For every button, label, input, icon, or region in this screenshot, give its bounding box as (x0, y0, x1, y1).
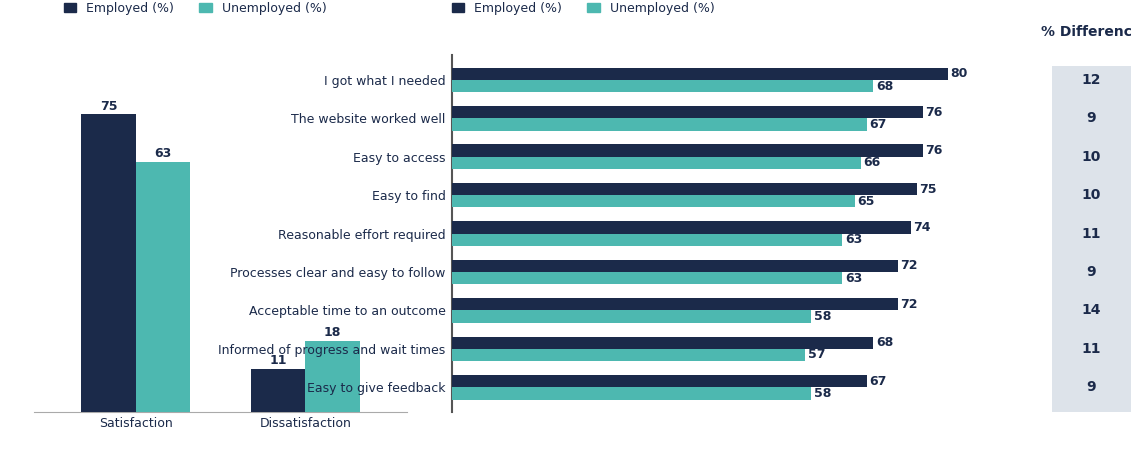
Text: 57: 57 (808, 349, 826, 361)
Legend: Employed (%), Unemployed (%): Employed (%), Unemployed (%) (447, 0, 719, 20)
Bar (251, 369, 305, 412)
Text: 63: 63 (845, 272, 862, 284)
Bar (452, 157, 861, 169)
Text: 9: 9 (1087, 265, 1096, 279)
Text: 68: 68 (875, 336, 893, 349)
Text: 63: 63 (845, 233, 862, 246)
Bar (305, 341, 360, 412)
Text: % Difference: % Difference (1042, 25, 1131, 39)
Text: 9: 9 (1087, 111, 1096, 125)
Text: 12: 12 (1081, 73, 1102, 87)
Text: 9: 9 (1087, 380, 1096, 394)
Text: 58: 58 (814, 310, 831, 323)
Bar (452, 260, 898, 272)
Text: 66: 66 (863, 156, 881, 169)
Bar (452, 144, 923, 157)
Text: 63: 63 (154, 147, 172, 160)
Text: 76: 76 (925, 106, 943, 119)
Text: 11: 11 (1081, 227, 1102, 240)
Bar (452, 349, 805, 361)
Text: 74: 74 (913, 221, 931, 234)
Bar (452, 68, 948, 80)
FancyBboxPatch shape (1052, 66, 1131, 412)
Text: 75: 75 (920, 183, 936, 196)
Bar (81, 114, 136, 412)
Text: 72: 72 (900, 259, 918, 273)
Text: 18: 18 (323, 326, 342, 339)
Bar (136, 162, 190, 412)
Bar (452, 106, 923, 118)
Text: 11: 11 (269, 354, 287, 366)
Bar (452, 298, 898, 311)
Legend: Employed (%), Unemployed (%): Employed (%), Unemployed (%) (59, 0, 331, 20)
Text: 67: 67 (870, 118, 887, 131)
Bar (452, 311, 811, 323)
Text: 72: 72 (900, 298, 918, 311)
Bar (452, 195, 855, 207)
Text: 58: 58 (814, 387, 831, 400)
Text: 14: 14 (1081, 303, 1102, 317)
Bar (452, 221, 910, 234)
Text: 11: 11 (1081, 342, 1102, 356)
Bar (452, 234, 843, 246)
Bar (452, 118, 867, 131)
Text: 10: 10 (1081, 150, 1102, 164)
Text: 10: 10 (1081, 188, 1102, 202)
Text: 65: 65 (857, 195, 874, 208)
Text: 76: 76 (925, 144, 943, 157)
Text: 80: 80 (950, 67, 967, 80)
Bar (452, 375, 867, 387)
Bar (452, 272, 843, 284)
Text: 68: 68 (875, 80, 893, 93)
Text: 67: 67 (870, 375, 887, 387)
Text: 75: 75 (100, 99, 118, 113)
Bar (452, 183, 917, 195)
Bar (452, 80, 873, 92)
Bar (452, 337, 873, 349)
Bar (452, 387, 811, 399)
